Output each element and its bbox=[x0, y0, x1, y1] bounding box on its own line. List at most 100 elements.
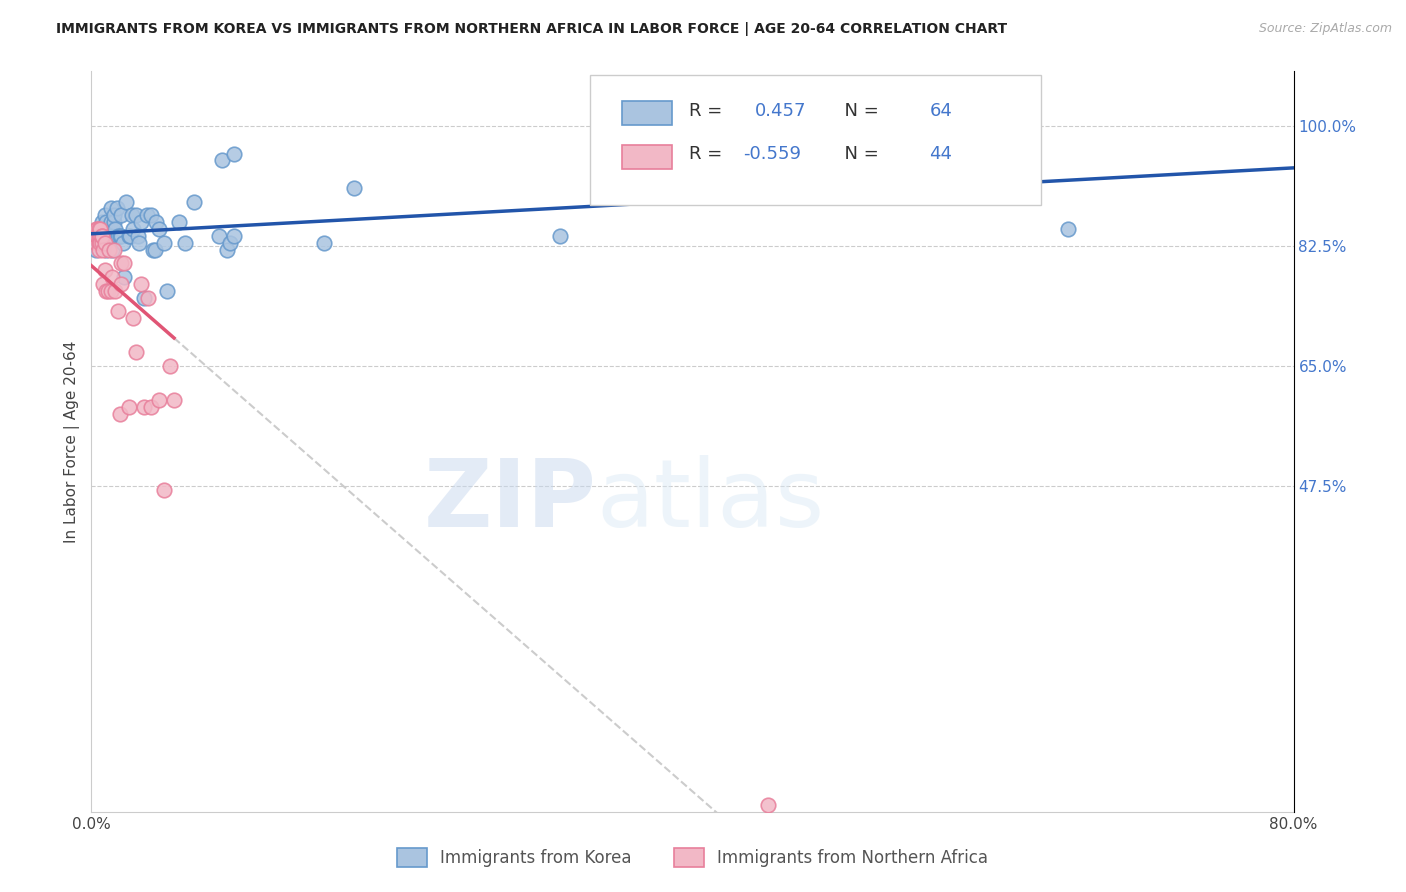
Point bbox=[89, 235, 111, 250]
Point bbox=[208, 228, 231, 243]
Point bbox=[148, 222, 170, 236]
Point bbox=[138, 291, 160, 305]
Point bbox=[224, 146, 246, 161]
Point bbox=[183, 194, 205, 209]
Point bbox=[86, 222, 108, 236]
Point bbox=[218, 235, 240, 250]
Point bbox=[94, 208, 117, 222]
FancyBboxPatch shape bbox=[621, 102, 672, 126]
Point bbox=[118, 401, 141, 415]
Point bbox=[122, 222, 145, 236]
Point bbox=[97, 222, 120, 236]
Point bbox=[90, 228, 112, 243]
Point bbox=[152, 483, 174, 497]
Point bbox=[314, 235, 336, 250]
Point bbox=[97, 284, 120, 298]
Point bbox=[96, 243, 118, 257]
Point bbox=[548, 228, 571, 243]
Text: N =: N = bbox=[834, 145, 884, 163]
Point bbox=[101, 270, 124, 285]
Point bbox=[93, 277, 115, 291]
Point bbox=[87, 228, 110, 243]
Point bbox=[94, 222, 117, 236]
Point bbox=[87, 222, 110, 236]
Point bbox=[128, 235, 150, 250]
Text: 64: 64 bbox=[929, 102, 952, 120]
Point bbox=[108, 407, 131, 421]
Point bbox=[100, 284, 122, 298]
FancyBboxPatch shape bbox=[591, 75, 1040, 204]
Point bbox=[103, 243, 125, 257]
Point bbox=[105, 202, 128, 216]
Point bbox=[93, 243, 115, 257]
Point bbox=[173, 235, 195, 250]
Point bbox=[132, 291, 155, 305]
Point bbox=[132, 401, 155, 415]
Point bbox=[96, 215, 118, 229]
Point bbox=[94, 263, 117, 277]
Point bbox=[120, 228, 142, 243]
Point bbox=[224, 228, 246, 243]
Point bbox=[89, 235, 111, 250]
Point bbox=[98, 243, 121, 257]
Point bbox=[87, 222, 110, 236]
Point bbox=[125, 208, 148, 222]
Point bbox=[103, 208, 125, 222]
Point bbox=[125, 345, 148, 359]
Point bbox=[152, 235, 174, 250]
Text: 0.457: 0.457 bbox=[755, 102, 807, 120]
Point bbox=[756, 797, 779, 812]
Point bbox=[98, 235, 121, 250]
Point bbox=[93, 235, 115, 250]
Point bbox=[86, 228, 108, 243]
Point bbox=[87, 235, 110, 250]
Point bbox=[107, 304, 129, 318]
Point bbox=[143, 243, 166, 257]
Point bbox=[86, 228, 108, 243]
Point bbox=[110, 256, 132, 270]
Text: IMMIGRANTS FROM KOREA VS IMMIGRANTS FROM NORTHERN AFRICA IN LABOR FORCE | AGE 20: IMMIGRANTS FROM KOREA VS IMMIGRANTS FROM… bbox=[56, 22, 1007, 37]
Point bbox=[89, 228, 111, 243]
Point bbox=[155, 284, 177, 298]
Point bbox=[167, 215, 190, 229]
Point bbox=[114, 256, 136, 270]
Point bbox=[110, 228, 132, 243]
Point bbox=[121, 208, 143, 222]
Text: -0.559: -0.559 bbox=[742, 145, 801, 163]
Text: Source: ZipAtlas.com: Source: ZipAtlas.com bbox=[1258, 22, 1392, 36]
Point bbox=[84, 235, 107, 250]
Point bbox=[90, 228, 112, 243]
Point bbox=[159, 359, 181, 373]
Point bbox=[118, 228, 141, 243]
Point bbox=[100, 215, 122, 229]
Point bbox=[141, 401, 163, 415]
Point bbox=[94, 235, 117, 250]
Text: N =: N = bbox=[834, 102, 884, 120]
Point bbox=[87, 235, 110, 250]
Point bbox=[89, 228, 111, 243]
Point bbox=[122, 311, 145, 326]
Point bbox=[100, 202, 122, 216]
Point bbox=[936, 119, 959, 133]
Point bbox=[110, 277, 132, 291]
Point bbox=[84, 243, 107, 257]
Point bbox=[90, 228, 112, 243]
Point bbox=[129, 277, 152, 291]
Point bbox=[108, 228, 131, 243]
Point bbox=[148, 393, 170, 408]
Text: 44: 44 bbox=[929, 145, 952, 163]
Point bbox=[115, 194, 138, 209]
Point bbox=[215, 243, 238, 257]
Legend: Immigrants from Korea, Immigrants from Northern Africa: Immigrants from Korea, Immigrants from N… bbox=[391, 841, 994, 874]
Point bbox=[86, 228, 108, 243]
Point bbox=[343, 181, 366, 195]
Text: atlas: atlas bbox=[596, 455, 824, 547]
Point bbox=[111, 235, 134, 250]
Text: R =: R = bbox=[689, 102, 728, 120]
Point bbox=[107, 228, 129, 243]
Point bbox=[94, 228, 117, 243]
Point bbox=[1057, 222, 1080, 236]
Point bbox=[93, 222, 115, 236]
Point bbox=[163, 393, 186, 408]
Point bbox=[90, 222, 112, 236]
